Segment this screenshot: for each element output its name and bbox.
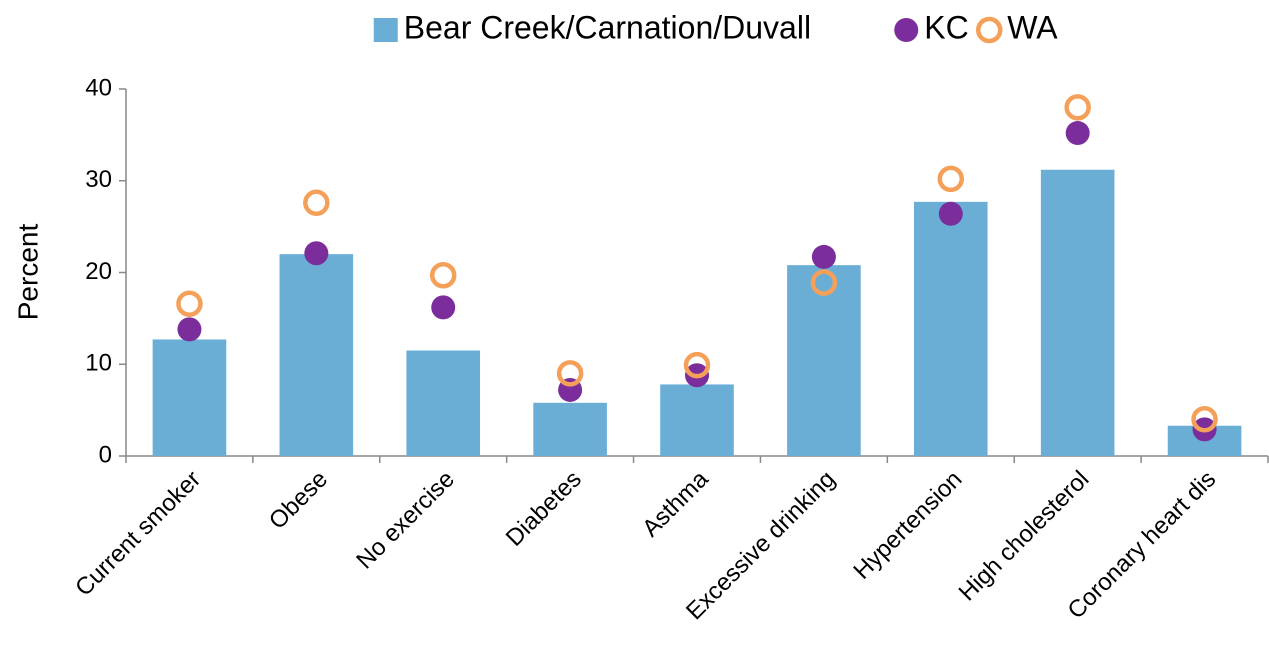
ring <box>1191 406 1218 433</box>
ring <box>937 165 965 193</box>
ring <box>683 351 711 379</box>
dot <box>1065 121 1090 146</box>
x-tick-label: High cholesterol <box>954 466 1095 607</box>
dot <box>938 201 963 226</box>
legend-swatch <box>373 18 398 42</box>
bar <box>787 265 861 456</box>
legend-label: KC <box>924 9 968 45</box>
bar <box>660 384 734 456</box>
x-tick-label: Obese <box>264 466 333 535</box>
x-tick-label: Hypertension <box>848 466 967 585</box>
x-tick-label: Asthma <box>637 465 714 542</box>
dot <box>304 241 329 266</box>
ring <box>176 290 203 317</box>
bar <box>406 350 481 456</box>
ring <box>556 360 584 387</box>
y-axis-title: Percent <box>12 224 43 321</box>
legend-swatch <box>894 18 919 42</box>
bar <box>533 402 607 456</box>
bar <box>1040 169 1115 457</box>
ring <box>810 269 838 296</box>
y-tick-label: 20 <box>85 258 112 285</box>
y-tick-label: 30 <box>85 166 112 193</box>
dot <box>431 295 456 320</box>
legend-label: Bear Creek/Carnation/Duvall <box>404 9 811 45</box>
bar <box>279 254 354 456</box>
y-tick-label: 0 <box>99 441 112 468</box>
bar <box>913 201 988 456</box>
x-tick-label: No exercise <box>351 466 460 575</box>
x-tick-label: Diabetes <box>501 466 587 552</box>
bar <box>152 339 227 456</box>
y-tick-label: 40 <box>85 74 112 101</box>
ring <box>303 189 330 217</box>
x-tick-label: Current smoker <box>70 466 206 602</box>
ring <box>1064 94 1091 121</box>
legend-swatch <box>976 16 1003 44</box>
dot <box>177 317 202 342</box>
ring <box>429 262 457 289</box>
dot <box>811 244 836 269</box>
legend-label: WA <box>1007 9 1058 45</box>
y-tick-label: 10 <box>85 350 112 377</box>
